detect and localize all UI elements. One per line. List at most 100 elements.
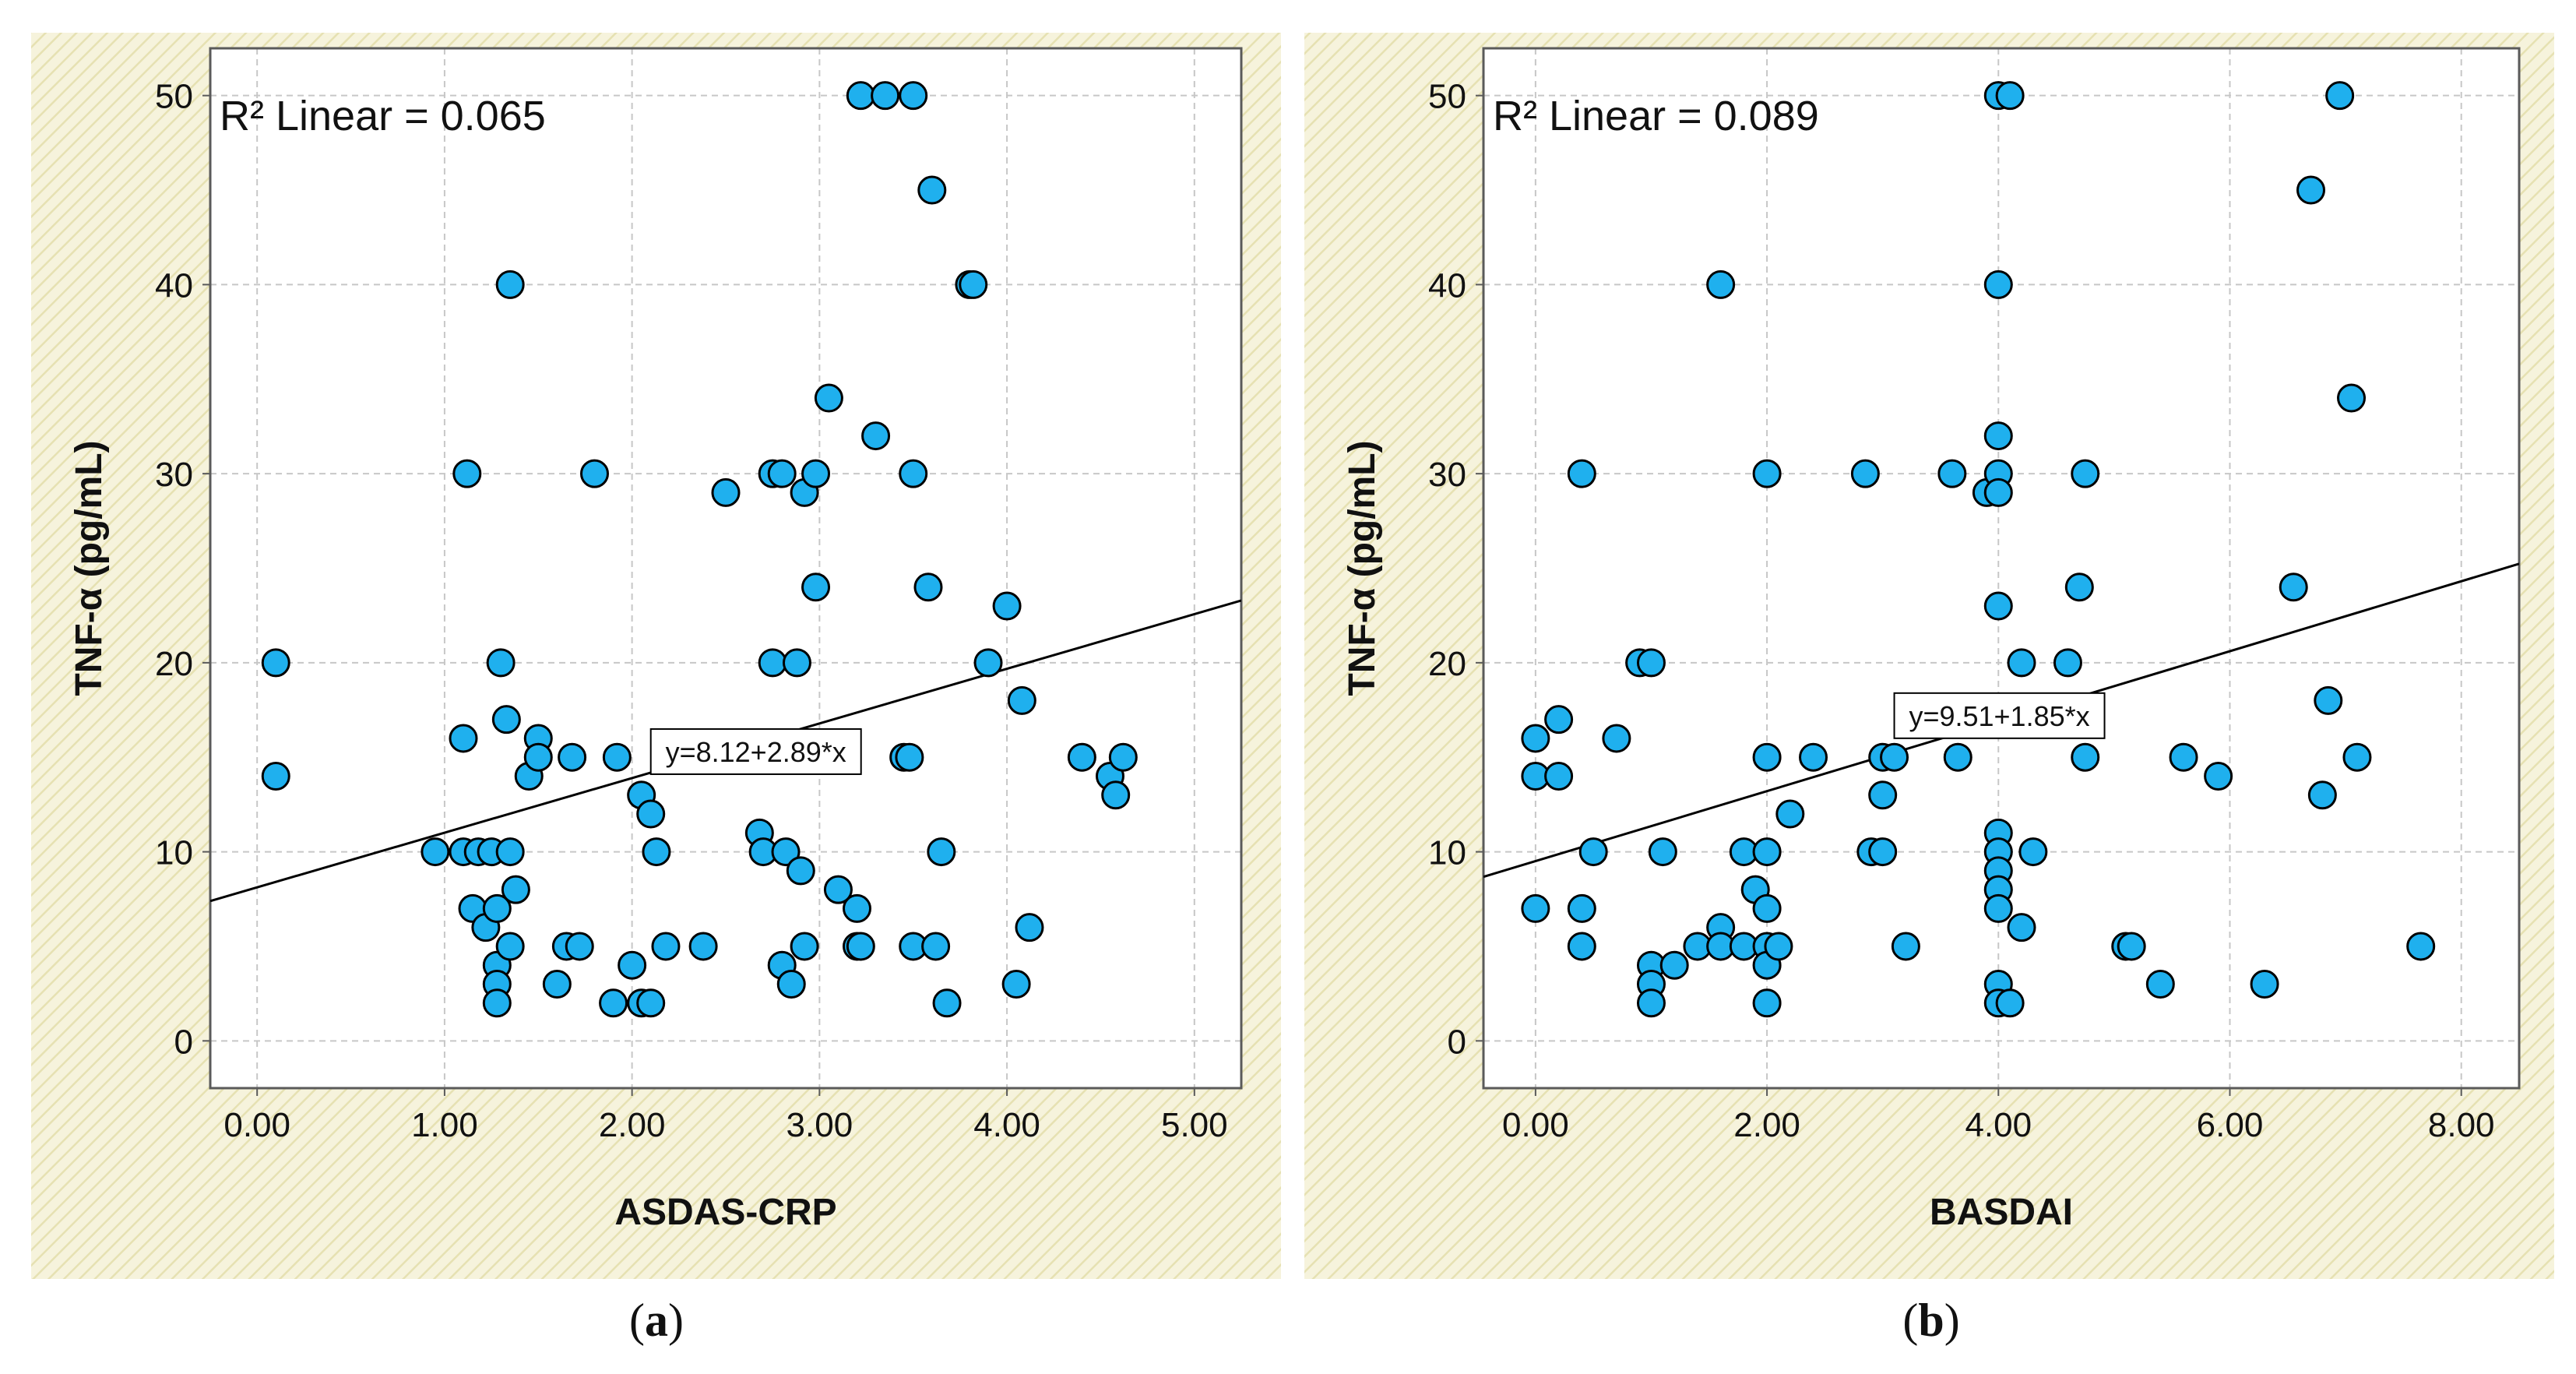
data-point bbox=[1544, 705, 1574, 735]
fit-equation-label: y=9.51+1.85*x bbox=[1909, 700, 2089, 732]
data-point bbox=[602, 742, 632, 772]
data-point bbox=[782, 648, 811, 678]
data-point bbox=[1752, 459, 1782, 488]
data-point bbox=[1706, 270, 1736, 299]
data-point bbox=[1108, 742, 1138, 772]
data-point bbox=[1868, 780, 1898, 810]
y-tick-label: 0 bbox=[174, 1023, 193, 1061]
data-point bbox=[861, 421, 891, 451]
data-point bbox=[2406, 932, 2436, 961]
data-point bbox=[1101, 780, 1131, 810]
data-point bbox=[711, 477, 741, 507]
data-point bbox=[1521, 893, 1550, 923]
data-point bbox=[565, 932, 594, 961]
data-point bbox=[486, 648, 516, 678]
data-point bbox=[1567, 459, 1596, 488]
plot-area bbox=[210, 48, 1241, 1088]
data-point bbox=[2018, 837, 2048, 867]
data-point bbox=[871, 81, 900, 111]
plot-area bbox=[1483, 48, 2519, 1088]
x-tick-label: 3.00 bbox=[787, 1106, 853, 1144]
y-axis-label: TNF-α (pg/mL) bbox=[69, 440, 110, 696]
data-point bbox=[1015, 913, 1044, 942]
x-tick-label: 6.00 bbox=[2197, 1106, 2264, 1144]
data-point bbox=[1752, 837, 1782, 867]
y-tick-label: 50 bbox=[155, 78, 193, 116]
data-point bbox=[523, 742, 553, 772]
data-point bbox=[801, 459, 831, 488]
data-point bbox=[927, 837, 956, 867]
panel-caption: (b) bbox=[1902, 1295, 1959, 1346]
data-point bbox=[921, 932, 951, 961]
data-point bbox=[421, 837, 450, 867]
y-tick-label: 40 bbox=[155, 266, 193, 305]
data-point bbox=[261, 762, 290, 791]
x-tick-label: 4.00 bbox=[973, 1106, 1040, 1144]
data-point bbox=[1775, 799, 1805, 829]
data-point bbox=[2071, 459, 2100, 488]
data-point bbox=[899, 81, 928, 111]
y-tick-label: 30 bbox=[155, 456, 193, 494]
data-point bbox=[1007, 685, 1036, 715]
x-tick-label: 0.00 bbox=[1502, 1106, 1569, 1144]
x-tick-label: 1.00 bbox=[411, 1106, 478, 1144]
x-tick-label: 2.00 bbox=[599, 1106, 666, 1144]
data-point bbox=[895, 742, 924, 772]
data-point bbox=[1636, 988, 1666, 1018]
data-point bbox=[899, 459, 928, 488]
data-point bbox=[1850, 459, 1880, 488]
data-point bbox=[846, 81, 875, 111]
data-point bbox=[1067, 742, 1096, 772]
data-point bbox=[1995, 988, 2025, 1018]
data-point bbox=[1943, 742, 1972, 772]
panel-caption-text: (b) bbox=[1902, 1295, 1959, 1346]
data-point bbox=[1602, 724, 1631, 753]
data-point bbox=[558, 742, 587, 772]
data-point bbox=[2279, 572, 2308, 602]
data-point bbox=[261, 648, 290, 678]
data-point bbox=[814, 383, 843, 413]
data-point bbox=[843, 893, 872, 923]
fit-equation-label: y=8.12+2.89*x bbox=[666, 736, 846, 768]
data-point bbox=[1521, 724, 1550, 753]
data-point bbox=[1752, 742, 1782, 772]
data-point bbox=[992, 591, 1022, 621]
x-tick-label: 2.00 bbox=[1733, 1106, 1800, 1144]
data-point bbox=[767, 459, 797, 488]
y-tick-label: 20 bbox=[1428, 645, 1466, 683]
y-tick-label: 10 bbox=[155, 834, 193, 872]
data-point bbox=[1752, 988, 1782, 1018]
data-point bbox=[771, 837, 801, 867]
y-tick-label: 30 bbox=[1428, 456, 1466, 494]
data-point bbox=[932, 988, 962, 1018]
data-point bbox=[1995, 81, 2025, 111]
y-tick-label: 50 bbox=[1428, 78, 1466, 116]
data-point bbox=[1983, 270, 2013, 299]
data-point bbox=[542, 970, 572, 999]
data-point bbox=[776, 970, 806, 999]
data-point bbox=[452, 459, 482, 488]
data-point bbox=[823, 875, 853, 904]
panel-caption-text: (a) bbox=[629, 1295, 684, 1346]
data-point bbox=[2117, 932, 2146, 961]
data-point bbox=[579, 459, 609, 488]
data-point bbox=[1983, 477, 2013, 507]
data-point bbox=[642, 837, 671, 867]
data-point bbox=[913, 572, 943, 602]
chart-panel-a: 0 10 20 30 40 50 0.00 1.00 2.00 3.00 4.00 5.00 ASDAS… bbox=[31, 33, 1281, 1346]
data-point bbox=[2071, 742, 2100, 772]
y-tick-label: 40 bbox=[1428, 266, 1466, 305]
data-point bbox=[688, 932, 718, 961]
data-point bbox=[618, 950, 647, 980]
x-tick-label: 4.00 bbox=[1965, 1106, 2032, 1144]
data-point bbox=[758, 648, 787, 678]
data-point bbox=[482, 988, 512, 1018]
x-axis-label: ASDAS-CRP bbox=[614, 1192, 836, 1233]
data-point bbox=[495, 270, 525, 299]
data-point bbox=[1799, 742, 1828, 772]
data-point bbox=[973, 648, 1003, 678]
data-point bbox=[2296, 175, 2326, 205]
data-point bbox=[1983, 893, 2013, 923]
data-point bbox=[917, 175, 947, 205]
r-squared-label: R² Linear = 0.089 bbox=[1493, 93, 1819, 139]
